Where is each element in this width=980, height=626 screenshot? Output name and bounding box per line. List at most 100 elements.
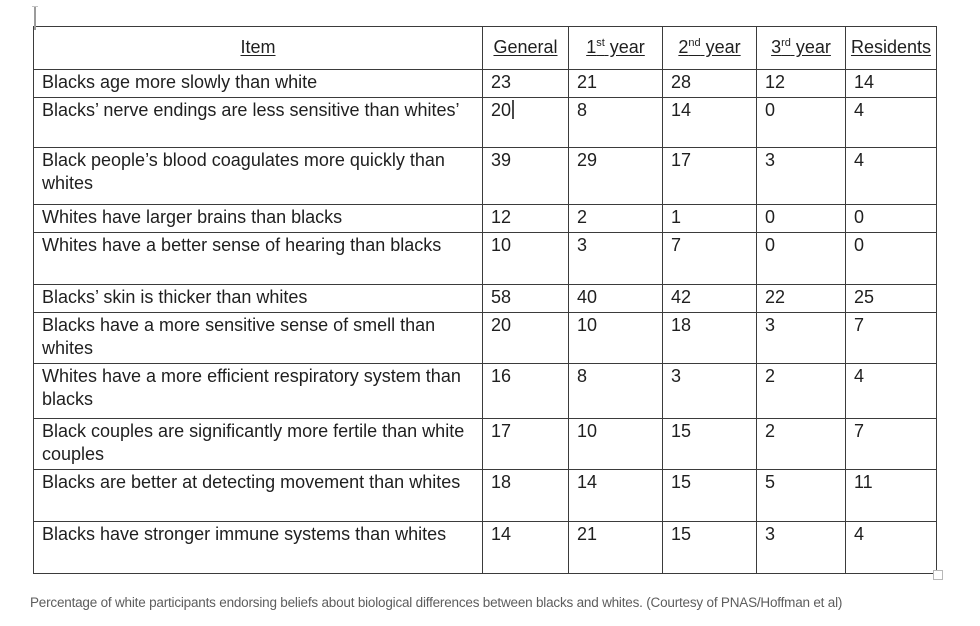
text-cursor — [512, 100, 514, 119]
value-cell-year2[interactable]: 15 — [662, 521, 757, 574]
value-cell-general[interactable]: 23 — [482, 69, 569, 98]
value-cell-year3[interactable]: 0 — [756, 97, 846, 148]
value-cell-general[interactable]: 14 — [482, 521, 569, 574]
value-cell-year2[interactable]: 28 — [662, 69, 757, 98]
value-cell-residents[interactable]: 14 — [845, 69, 937, 98]
value-cell-residents[interactable]: 7 — [845, 312, 937, 364]
column-header-label: 2nd year — [678, 36, 741, 57]
value-cell-residents[interactable]: 0 — [845, 204, 937, 233]
value-cell-year3[interactable]: 5 — [756, 469, 846, 522]
value-cell-year1[interactable]: 8 — [568, 97, 663, 148]
value-cell-year1[interactable]: 8 — [568, 363, 663, 419]
value-cell-general[interactable]: 39 — [482, 147, 569, 205]
value-cell-year2[interactable]: 7 — [662, 232, 757, 285]
value-cell-residents[interactable]: 0 — [845, 232, 937, 285]
column-header-item[interactable]: Item — [33, 26, 483, 70]
table-row: Blacks are better at detecting movement … — [33, 469, 937, 522]
value-cell-year2[interactable]: 14 — [662, 97, 757, 148]
value-cell-year1[interactable]: 40 — [568, 284, 663, 313]
item-cell[interactable]: Blacks have a more sensitive sense of sm… — [33, 312, 483, 364]
column-header-label: General — [493, 36, 558, 57]
column-header-residents[interactable]: Residents — [845, 26, 937, 70]
value-cell-residents[interactable]: 4 — [845, 147, 937, 205]
column-header-year2[interactable]: 2nd year — [662, 26, 757, 70]
value-cell-year3[interactable]: 3 — [756, 312, 846, 364]
item-cell[interactable]: Blacks’ nerve endings are less sensitive… — [33, 97, 483, 148]
table-corner-cursor-icon — [32, 6, 37, 30]
value-cell-year2[interactable]: 15 — [662, 418, 757, 470]
value-cell-year1[interactable]: 10 — [568, 418, 663, 470]
value-cell-general[interactable]: 20 — [482, 312, 569, 364]
value-cell-year3[interactable]: 2 — [756, 363, 846, 419]
cell-value: 20 — [491, 100, 512, 120]
value-cell-general[interactable]: 18 — [482, 469, 569, 522]
table-row: Whites have a more efficient respiratory… — [33, 363, 937, 419]
ordinal-superscript: rd — [781, 36, 791, 49]
value-cell-year2[interactable]: 18 — [662, 312, 757, 364]
value-cell-year3[interactable]: 3 — [756, 521, 846, 574]
header-row: Item General 1st year 2nd year 3rd year … — [33, 26, 937, 70]
value-cell-year3[interactable]: 3 — [756, 147, 846, 205]
value-cell-year2[interactable]: 17 — [662, 147, 757, 205]
value-cell-year1[interactable]: 29 — [568, 147, 663, 205]
value-cell-residents[interactable]: 4 — [845, 521, 937, 574]
value-cell-year3[interactable]: 22 — [756, 284, 846, 313]
column-header-label: 1st year — [586, 36, 645, 57]
figure-container: Item General 1st year 2nd year 3rd year … — [30, 6, 943, 610]
table-row: Black people’s blood coagulates more qui… — [33, 147, 937, 205]
value-cell-residents[interactable]: 25 — [845, 284, 937, 313]
ordinal-superscript: nd — [688, 36, 701, 49]
value-cell-year1[interactable]: 21 — [568, 69, 663, 98]
item-cell[interactable]: Black people’s blood coagulates more qui… — [33, 147, 483, 205]
table-row: Blacks age more slowly than white 23 21 … — [33, 69, 937, 98]
table-row: Blacks’ skin is thicker than whites 58 4… — [33, 284, 937, 313]
value-cell-residents[interactable]: 4 — [845, 97, 937, 148]
column-header-label: Residents — [850, 36, 932, 57]
value-cell-general[interactable]: 12 — [482, 204, 569, 233]
item-cell[interactable]: Whites have a better sense of hearing th… — [33, 232, 483, 285]
item-cell[interactable]: Black couples are significantly more fer… — [33, 418, 483, 470]
beliefs-table: Item General 1st year 2nd year 3rd year … — [33, 26, 937, 574]
value-cell-general[interactable]: 17 — [482, 418, 569, 470]
item-cell[interactable]: Blacks are better at detecting movement … — [33, 469, 483, 522]
table-resize-handle[interactable] — [933, 570, 943, 580]
value-cell-general[interactable]: 20 — [482, 97, 569, 148]
value-cell-residents[interactable]: 4 — [845, 363, 937, 419]
table-row: Whites have larger brains than blacks 12… — [33, 204, 937, 233]
ordinal-superscript: st — [596, 36, 605, 49]
value-cell-residents[interactable]: 11 — [845, 469, 937, 522]
value-cell-year3[interactable]: 0 — [756, 204, 846, 233]
column-header-year1[interactable]: 1st year — [568, 26, 663, 70]
value-cell-general[interactable]: 16 — [482, 363, 569, 419]
item-cell[interactable]: Blacks’ skin is thicker than whites — [33, 284, 483, 313]
value-cell-year2[interactable]: 42 — [662, 284, 757, 313]
table-row: Blacks have stronger immune systems than… — [33, 521, 937, 574]
value-cell-general[interactable]: 10 — [482, 232, 569, 285]
column-header-year3[interactable]: 3rd year — [756, 26, 846, 70]
column-header-label: 3rd year — [771, 36, 831, 57]
column-header-general[interactable]: General — [482, 26, 569, 70]
item-cell[interactable]: Blacks have stronger immune systems than… — [33, 521, 483, 574]
column-header-label: Item — [240, 36, 276, 57]
table-row: Black couples are significantly more fer… — [33, 418, 937, 470]
beliefs-table-wrap: Item General 1st year 2nd year 3rd year … — [32, 6, 943, 580]
value-cell-year1[interactable]: 2 — [568, 204, 663, 233]
value-cell-residents[interactable]: 7 — [845, 418, 937, 470]
value-cell-year2[interactable]: 15 — [662, 469, 757, 522]
value-cell-year1[interactable]: 10 — [568, 312, 663, 364]
value-cell-year3[interactable]: 2 — [756, 418, 846, 470]
item-cell[interactable]: Blacks age more slowly than white — [33, 69, 483, 98]
value-cell-year1[interactable]: 21 — [568, 521, 663, 574]
value-cell-year2[interactable]: 3 — [662, 363, 757, 419]
item-cell[interactable]: Whites have larger brains than blacks — [33, 204, 483, 233]
figure-caption: Percentage of white participants endorsi… — [30, 595, 843, 610]
item-cell[interactable]: Whites have a more efficient respiratory… — [33, 363, 483, 419]
value-cell-year3[interactable]: 12 — [756, 69, 846, 98]
table-row: Whites have a better sense of hearing th… — [33, 232, 937, 285]
value-cell-year1[interactable]: 14 — [568, 469, 663, 522]
value-cell-year3[interactable]: 0 — [756, 232, 846, 285]
table-row: Blacks have a more sensitive sense of sm… — [33, 312, 937, 364]
value-cell-year1[interactable]: 3 — [568, 232, 663, 285]
value-cell-general[interactable]: 58 — [482, 284, 569, 313]
value-cell-year2[interactable]: 1 — [662, 204, 757, 233]
